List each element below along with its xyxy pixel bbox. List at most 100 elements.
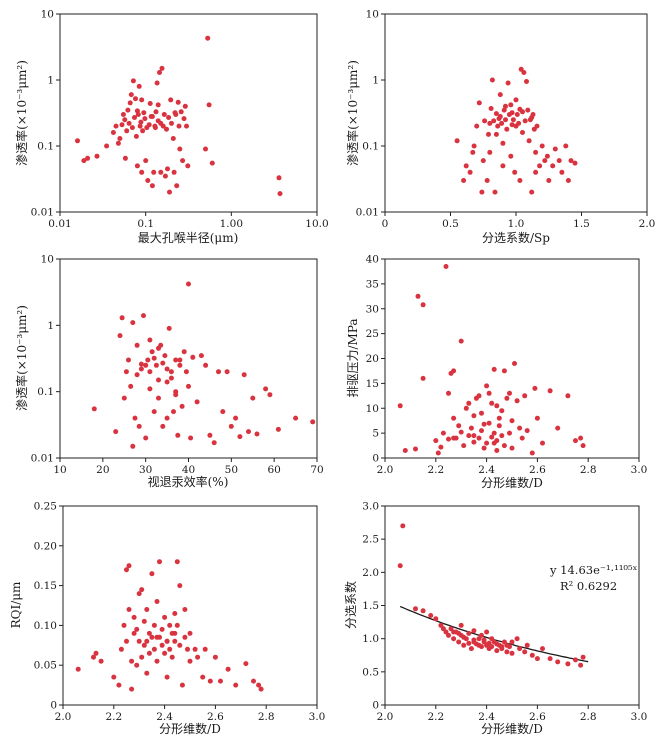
data-point <box>509 650 515 656</box>
data-point <box>534 656 540 662</box>
data-point <box>94 153 100 159</box>
data-point <box>130 78 136 84</box>
y-tick-label: 0.01 <box>31 453 54 465</box>
data-point <box>484 440 490 446</box>
data-point <box>173 357 179 363</box>
x-tick-label: 2.4 <box>156 711 173 723</box>
data-point <box>492 189 498 195</box>
data-point <box>224 369 230 375</box>
data-point <box>542 158 548 164</box>
data-point <box>547 656 553 662</box>
data-point <box>172 638 178 644</box>
data-point <box>446 632 451 638</box>
data-point <box>559 169 565 175</box>
data-point <box>85 155 91 161</box>
data-point <box>529 652 535 658</box>
y-tick-label: 40 <box>366 254 379 266</box>
data-point <box>512 169 518 175</box>
data-point <box>147 369 153 375</box>
data-point <box>524 428 530 434</box>
data-point <box>91 406 97 412</box>
data-point <box>572 160 578 166</box>
data-point <box>451 415 457 421</box>
data-point <box>540 646 545 652</box>
data-point <box>481 421 487 427</box>
data-point <box>177 642 183 648</box>
data-point <box>504 395 510 401</box>
y-axis-label: 渗透率(×10⁻³μm²) <box>345 60 360 166</box>
data-point <box>540 440 545 446</box>
data-point <box>147 101 153 106</box>
data-point <box>130 443 136 449</box>
x-tick-label: 2.0 <box>377 711 394 723</box>
data-point <box>275 426 281 432</box>
data-point <box>188 435 194 441</box>
data-point <box>233 682 239 688</box>
y-tick-label: 0 <box>372 700 379 712</box>
data-point <box>136 423 142 429</box>
y-tick-label: 10 <box>41 9 54 21</box>
data-point <box>476 642 482 648</box>
data-point <box>184 123 189 129</box>
y-tick-label: 30 <box>366 303 379 315</box>
x-axis-label: 分形维数/D <box>159 721 221 736</box>
data-point <box>145 357 151 363</box>
data-point <box>149 571 155 577</box>
data-point <box>533 169 539 175</box>
data-point <box>486 640 492 646</box>
y-tick-label: 5 <box>372 428 379 440</box>
data-point <box>489 434 495 440</box>
data-point <box>143 435 149 441</box>
x-tick-label: 70 <box>310 464 323 476</box>
data-point <box>458 622 464 628</box>
data-point <box>479 189 485 195</box>
data-point <box>177 146 183 152</box>
y-tick-label: 0.25 <box>34 501 57 513</box>
data-point <box>484 178 490 183</box>
data-points <box>75 559 264 692</box>
y-axis-label: 渗透率(×10⁻³μm²) <box>14 305 29 411</box>
data-point <box>513 97 519 103</box>
data-point <box>128 92 134 98</box>
data-point <box>514 398 520 404</box>
data-point <box>146 122 152 128</box>
data-point <box>167 622 173 628</box>
data-point <box>149 183 155 189</box>
x-tick-label: 2.6 <box>529 711 546 723</box>
data-point <box>438 444 444 450</box>
data-point <box>458 429 464 435</box>
data-point <box>190 354 196 360</box>
data-point <box>164 674 170 680</box>
data-point <box>185 646 190 652</box>
data-point <box>177 583 183 589</box>
data-point <box>156 345 161 351</box>
data-point <box>476 435 482 441</box>
data-point <box>203 146 208 152</box>
plot-frame <box>384 258 640 459</box>
y-tick-label: 0.5 <box>362 666 379 678</box>
y-tick-label: 1.5 <box>362 600 379 612</box>
data-point <box>565 661 571 667</box>
data-point <box>578 435 584 441</box>
data-point <box>144 638 150 644</box>
y-tick-label: 25 <box>366 328 379 340</box>
data-point <box>310 419 316 425</box>
data-point <box>165 166 170 172</box>
x-tick-label: 0 <box>382 218 389 230</box>
data-point <box>456 423 462 429</box>
x-tick-label: 60 <box>267 464 280 476</box>
data-point <box>468 425 474 431</box>
data-point <box>505 80 511 86</box>
data-point <box>433 616 439 622</box>
x-tick-label: 40 <box>182 464 195 476</box>
data-point <box>131 614 137 620</box>
data-point <box>471 639 477 645</box>
x-tick-label: 2.8 <box>580 711 597 723</box>
data-point <box>517 425 523 431</box>
data-point <box>159 626 165 632</box>
data-point <box>463 405 469 411</box>
x-tick-label: 2.2 <box>105 711 122 723</box>
data-point <box>182 103 188 109</box>
data-point <box>145 178 151 183</box>
data-point <box>156 377 161 383</box>
